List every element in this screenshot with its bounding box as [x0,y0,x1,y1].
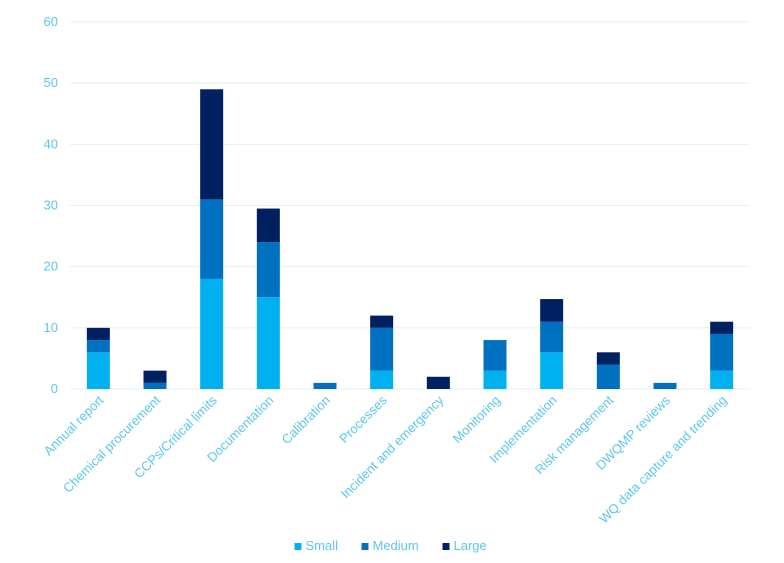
y-tick-label: 30 [44,198,58,213]
bar-segment-small [540,352,564,389]
bar-segment-medium [483,340,507,371]
y-tick-label: 0 [51,381,58,396]
bar-segment-large [86,327,110,341]
bar-segment-medium [710,333,734,371]
bars [86,89,734,389]
y-tick-label: 60 [44,14,58,29]
bar-segment-small [86,352,110,389]
legend-item-large: Large [442,538,487,553]
bar-segment-medium [653,382,677,389]
y-tick-label: 20 [44,259,58,274]
bar-segment-large [200,89,224,200]
bar-segment-small [256,297,280,389]
bar-segment-large [596,352,620,365]
legend-label: Large [454,538,487,553]
y-tick-label: 40 [44,136,58,151]
bar-segment-medium [256,242,280,298]
legend-item-medium: Medium [361,538,419,553]
bar-segment-large [710,321,734,334]
bar-segment-large [256,208,280,243]
y-tick-label: 10 [44,320,58,335]
legend-item-small: Small [294,538,339,553]
bar-segment-medium [86,340,110,353]
bar-segment-small [483,370,507,389]
bar-segment-medium [143,382,167,389]
x-tick-label: Calibration [279,393,334,448]
bar-segment-small [710,370,734,389]
bar-segment-medium [200,199,224,279]
bar-segment-large [540,299,564,322]
legend-swatch [294,543,302,550]
bar-segment-small [200,278,224,389]
y-axis-ticks: 0 10 20 30 40 50 60 [44,14,58,396]
bar-segment-large [426,376,450,389]
x-tick-label: Processes [336,392,390,446]
bar-segment-large [143,370,167,383]
legend-swatch [361,543,369,550]
legend: Small Medium Large [294,538,487,553]
bar-segment-large [370,315,394,328]
bar-segment-medium [313,382,337,389]
legend-label: Small [306,538,339,553]
bar-segment-medium [370,327,394,371]
legend-swatch [442,543,450,550]
x-tick-label: Incident and emergency [338,392,447,501]
x-tick-label: Chemical procurement [60,392,163,495]
legend-label: Medium [373,538,419,553]
x-tick-label: Monitoring [450,393,504,447]
gridlines [70,21,750,390]
bar-segment-medium [540,321,564,353]
y-tick-label: 50 [44,75,58,90]
bar-segment-medium [596,364,620,389]
bar-segment-small [370,370,394,389]
